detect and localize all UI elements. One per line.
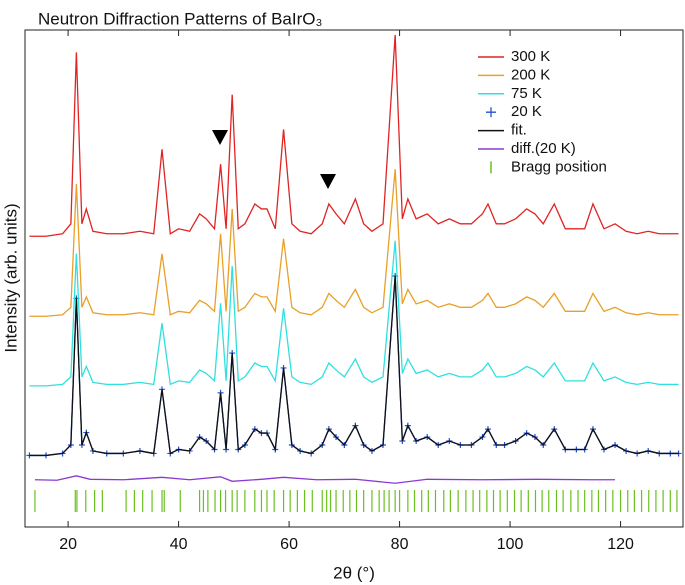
x-tick-label: 120 bbox=[607, 536, 634, 553]
x-tick-label: 20 bbox=[59, 536, 77, 553]
series-line bbox=[29, 169, 679, 317]
plot-frame bbox=[24, 29, 684, 528]
series-line bbox=[34, 475, 616, 484]
legend-label: diff.(20 K) bbox=[511, 140, 576, 157]
legend-swatch bbox=[486, 107, 496, 118]
legend-label: Bragg position bbox=[511, 158, 607, 175]
legend-label: 75 K bbox=[511, 85, 542, 102]
legend-label: fit. bbox=[511, 122, 527, 139]
series-line bbox=[29, 34, 679, 237]
chart-title: Neutron Diffraction Patterns of BaIrO₃ bbox=[38, 9, 322, 28]
series-line bbox=[29, 275, 679, 457]
legend-label: 200 K bbox=[511, 66, 550, 83]
x-tick-label: 100 bbox=[497, 536, 524, 553]
x-tick-label: 80 bbox=[391, 536, 409, 553]
x-tick-label: 40 bbox=[170, 536, 188, 553]
series-line bbox=[29, 240, 679, 387]
marker-arrow bbox=[212, 130, 228, 145]
x-tick-label: 60 bbox=[280, 536, 298, 553]
legend-label: 20 K bbox=[511, 103, 542, 120]
y-axis-label: Intensity (arb. units) bbox=[1, 203, 20, 352]
legend-label: 300 K bbox=[511, 48, 550, 65]
x-axis-label: 2θ (°) bbox=[333, 563, 375, 582]
marker-arrow bbox=[320, 174, 336, 189]
